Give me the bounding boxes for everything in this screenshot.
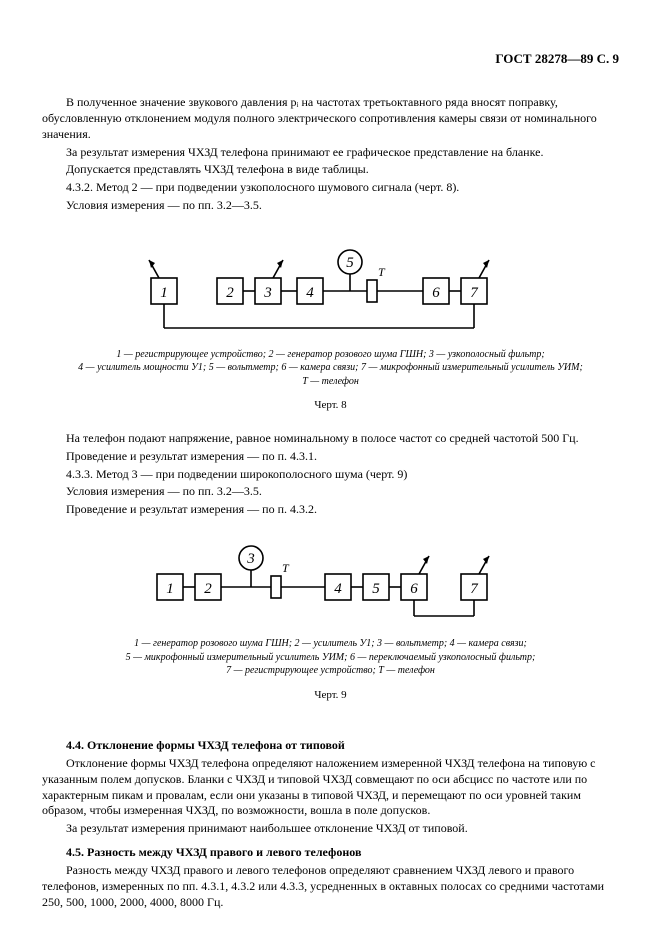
figure-8-legend: 1 — регистрирующее устройство; 2 — генер… xyxy=(42,348,619,389)
svg-text:5: 5 xyxy=(372,581,380,597)
figure-8-caption: Черт. 8 xyxy=(42,398,619,413)
body-text: За результат измерения принимают наиболь… xyxy=(42,821,619,837)
svg-text:4: 4 xyxy=(334,581,342,597)
section-heading: 4.5. Разность между ЧХЗД правого и левог… xyxy=(42,845,619,861)
legend-line: 1 — генератор розового шума ГШН; 2 — уси… xyxy=(134,638,527,649)
svg-text:T: T xyxy=(378,265,386,279)
svg-text:T: T xyxy=(282,561,290,575)
svg-text:7: 7 xyxy=(470,285,479,301)
svg-text:6: 6 xyxy=(432,285,440,301)
body-text: 4.3.2. Метод 2 — при подведении узкополо… xyxy=(42,180,619,196)
body-text: 4.3.3. Метод 3 — при подведении широкопо… xyxy=(42,467,619,483)
figure-9-caption: Черт. 9 xyxy=(42,688,619,703)
body-text: Проведение и результат измерения — по п.… xyxy=(42,449,619,465)
svg-text:6: 6 xyxy=(410,581,418,597)
svg-text:3: 3 xyxy=(263,285,272,301)
body-text: На телефон подают напряжение, равное ном… xyxy=(42,431,619,447)
svg-text:4: 4 xyxy=(306,285,314,301)
svg-text:3: 3 xyxy=(246,551,255,567)
legend-line: Т — телефон xyxy=(302,376,359,387)
figure-9-diagram: 1 2 3 T 4 5 6 xyxy=(121,536,541,631)
body-text: Допускается представлять ЧХЗД телефона в… xyxy=(42,162,619,178)
svg-text:2: 2 xyxy=(226,285,234,301)
legend-line: 5 — микрофонный измерительный усилитель … xyxy=(126,652,536,663)
svg-text:1: 1 xyxy=(160,285,168,301)
legend-line: 4 — усилитель мощности У1; 5 — вольтметр… xyxy=(78,362,583,373)
section-heading: 4.4. Отклонение формы ЧХЗД телефона от т… xyxy=(42,738,619,754)
svg-text:2: 2 xyxy=(204,581,212,597)
body-text: Отклонение формы ЧХЗД телефона определяю… xyxy=(42,756,619,819)
body-text: За результат измерения ЧХЗД телефона при… xyxy=(42,145,619,161)
legend-line: 1 — регистрирующее устройство; 2 — генер… xyxy=(116,349,544,360)
page-header: ГОСТ 28278—89 С. 9 xyxy=(42,50,619,67)
svg-text:1: 1 xyxy=(166,581,174,597)
legend-line: 7 — регистрирующее устройство; Т — телеф… xyxy=(226,665,435,676)
body-text: Условия измерения — по пп. 3.2—3.5. xyxy=(42,198,619,214)
svg-text:7: 7 xyxy=(470,581,479,597)
body-text: Условия измерения — по пп. 3.2—3.5. xyxy=(42,484,619,500)
body-text: В полученное значение звукового давления… xyxy=(42,95,619,142)
svg-text:5: 5 xyxy=(346,255,354,271)
figure-9-legend: 1 — генератор розового шума ГШН; 2 — уси… xyxy=(42,637,619,678)
body-text: Разность между ЧХЗД правого и левого тел… xyxy=(42,863,619,910)
body-text: Проведение и результат измерения — по п.… xyxy=(42,502,619,518)
figure-8-diagram: 1 2 3 4 5 T xyxy=(121,232,541,342)
